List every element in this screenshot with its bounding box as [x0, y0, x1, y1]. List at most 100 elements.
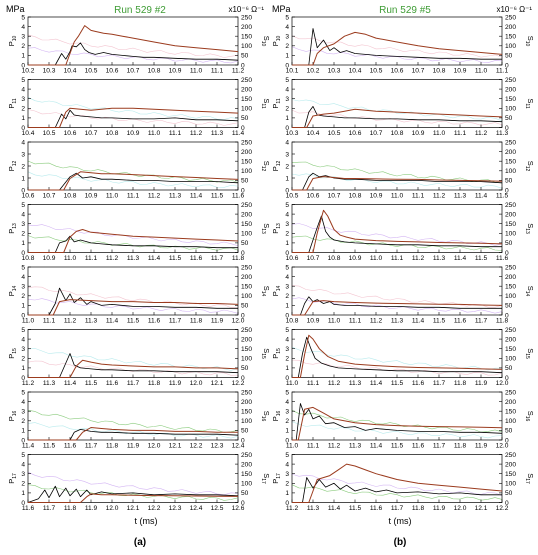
panel-b-13: 10.6 10.7 10.8 10.9 11.0 11.1 11.2 11.3 11.4 11.5…	[271, 202, 535, 262]
faint-trace	[27, 422, 239, 439]
y2-tick-label: 50	[241, 115, 249, 122]
y2-tick-label: 200	[505, 399, 516, 406]
y2-tick-label: 250	[505, 202, 516, 209]
x-tick-label: 11.0	[106, 193, 119, 200]
x-tick-label: 10.7	[370, 130, 383, 137]
panel-a-10: 10.2 10.3 10.4 10.5 10.6 10.7 10.8 10.9 11.0 11.1…	[7, 14, 271, 74]
x-tick-label: 10.4	[307, 130, 320, 137]
faint-trace	[291, 346, 503, 371]
x-tick-label: 11.4	[64, 380, 77, 387]
pressure-series-line	[292, 28, 502, 66]
panel-b-11: 10.3 10.4 10.5 10.6 10.7 10.8 10.9 11.0 11.1 11.2…	[271, 77, 535, 137]
x-tick-label: 10.9	[169, 68, 182, 75]
plot-frame	[291, 391, 503, 441]
y-tick-label: 5	[21, 202, 25, 209]
y2-axis-label: S17	[260, 473, 271, 484]
x-tick-label: 11.4	[22, 443, 35, 450]
x-tick-label: 11.6	[190, 255, 203, 262]
column-label-a: (a)	[134, 537, 146, 548]
x-tick-label: 11.0	[148, 130, 161, 137]
faint-trace	[27, 298, 239, 314]
faint-trace	[291, 235, 503, 251]
x-tick-label: 11.3	[454, 193, 467, 200]
y-tick-label: 5	[285, 452, 289, 459]
x-tick-label: 11.5	[211, 193, 224, 200]
y-tick-label: 1	[285, 490, 289, 497]
x-tick-label: 10.7	[127, 68, 140, 75]
y-tick-label: 5	[285, 14, 289, 21]
x-tick-label: 12.0	[496, 443, 509, 450]
y2-tick-label: 0	[241, 250, 245, 257]
x-tick-label: 11.3	[127, 255, 140, 262]
pressure-series-line	[292, 106, 503, 128]
y2-axis-label: S10	[524, 36, 535, 47]
y-tick-label: 3	[21, 409, 25, 416]
y2-tick-label: 0	[241, 312, 245, 319]
x-tick-label: 10.8	[349, 193, 362, 200]
y-tick-label: 2	[21, 43, 25, 50]
y2-axis-label-sub: 15	[524, 353, 530, 359]
x-tick-label: 10.8	[64, 193, 77, 200]
y2-axis-label-sub: 17	[260, 478, 266, 484]
faint-trace	[27, 409, 239, 433]
x-tick-label: 11.5	[169, 255, 182, 262]
y2-tick-label: 100	[505, 356, 516, 363]
y-tick-label: 3	[21, 284, 25, 291]
conductance-series-line	[28, 299, 239, 316]
y-tick-label: 4	[21, 211, 25, 218]
plot-frame	[291, 16, 503, 66]
y-tick-label: 2	[285, 293, 289, 300]
y-tick-label: 3	[285, 409, 289, 416]
y-axis-label: P12	[7, 160, 18, 171]
panels: 10.2 10.3 10.4 10.5 10.6 10.7 10.8 10.9 11.0 11.1…	[7, 14, 535, 512]
x-tick-label: 11.3	[391, 318, 404, 325]
y-tick-label: 5	[21, 452, 25, 459]
y2-tick-label: 250	[241, 264, 252, 271]
x-tick-label: 11.1	[496, 68, 509, 75]
x-tick-label: 11.7	[169, 318, 182, 325]
x-tick-label: 10.6	[64, 130, 77, 137]
x-tick-label: 10.9	[43, 255, 56, 262]
x-tick-label: 11.1	[412, 193, 425, 200]
x-tick-label: 11.4	[106, 318, 119, 325]
pressure-series-line	[28, 429, 239, 441]
y2-tick-label: 200	[505, 86, 516, 93]
x-tick-label: 10.5	[43, 130, 56, 137]
pressure-series-line	[292, 403, 503, 441]
x-tick-label: 11.2	[64, 318, 77, 325]
x-tick-label: 10.6	[391, 68, 404, 75]
y2-tick-label: 0	[241, 187, 245, 194]
y2-axis-label-sub: 16	[524, 416, 530, 422]
y2-axis-label-sub: 10	[524, 41, 530, 47]
x-tick-label: 11.7	[211, 255, 224, 262]
x-tick-label: 11.1	[211, 68, 224, 75]
y2-axis-label: S15	[524, 348, 535, 359]
x-tick-label: 10.5	[286, 193, 299, 200]
y2-axis-label-sub: 12	[260, 166, 266, 172]
conductance-series-line	[292, 176, 503, 191]
x-tick-label: 10.6	[349, 130, 362, 137]
y-axis-label-sub: 10	[12, 35, 18, 41]
x-tick-label: 11.8	[454, 380, 467, 387]
x-tick-label: 12.0	[232, 318, 245, 325]
x-tick-label: 11.8	[454, 443, 467, 450]
x-tick-label: 11.1	[43, 318, 56, 325]
faint-trace	[27, 171, 239, 188]
y-axis-label-sub: 16	[12, 410, 18, 416]
y2-tick-label: 50	[241, 303, 249, 310]
x-tick-label: 11.2	[328, 380, 341, 387]
x-tick-label: 11.9	[211, 318, 224, 325]
y-axis-label: P14	[7, 285, 18, 296]
y-axis-label-sub: 12	[12, 160, 18, 166]
x-tick-label: 10.8	[433, 68, 446, 75]
y-tick-label: 4	[285, 139, 289, 146]
y2-axis-label: S11	[260, 98, 271, 108]
y2-axis-label-sub: 11	[524, 103, 530, 108]
x-tick-label: 11.8	[106, 443, 119, 450]
y-tick-label: 2	[21, 481, 25, 488]
x-tick-label: 11.9	[475, 380, 488, 387]
x-tick-label: 11.9	[169, 380, 182, 387]
x-tick-label: 11.0	[391, 193, 404, 200]
y2-tick-label: 250	[241, 452, 252, 459]
x-tick-label: 10.1	[286, 68, 299, 75]
